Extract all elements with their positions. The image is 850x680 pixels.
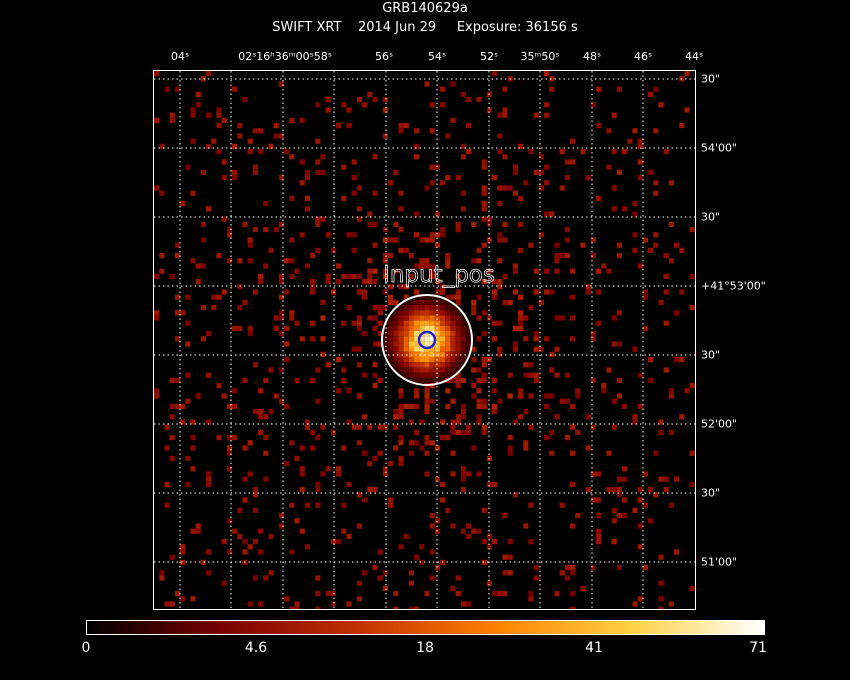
colorbar-tick-label: 41 xyxy=(585,640,603,656)
xray-image-panel: Input_pos xyxy=(153,70,696,610)
dec-tick-label: 30" xyxy=(701,72,721,86)
source-region-circle xyxy=(381,294,473,386)
dec-tick-label: 30" xyxy=(701,210,721,224)
ra-tick-label: 44ˢ xyxy=(684,50,704,63)
obs-date: 2014 Jun 29 xyxy=(357,20,437,35)
dec-tick-label: 30" xyxy=(701,486,721,500)
dec-tick-label: 52'00" xyxy=(701,417,738,431)
colorbar-tick-label: 4.6 xyxy=(244,640,268,656)
dec-tick-label: 30" xyxy=(701,348,721,362)
observation-info: SWIFT XRT 2014 Jun 29 Exposure: 36156 s xyxy=(0,20,850,35)
ra-tick-label: 35ᵐ50ˢ xyxy=(520,50,560,63)
dec-tick-label: 54'00" xyxy=(701,141,738,155)
colorbar-tick-label: 0 xyxy=(81,640,91,656)
dec-tick-label: 51'00" xyxy=(701,555,738,569)
ra-tick-label: 02ˢ16ʰ36ᵐ00ˢ58ˢ xyxy=(238,50,332,63)
dec-tick-label: +41°53'00" xyxy=(701,279,766,293)
source-label: Input_pos xyxy=(383,262,495,288)
colorbar xyxy=(86,620,765,635)
photon-pixels xyxy=(154,71,695,609)
position-marker xyxy=(417,330,437,350)
colorbar-tick-label: 18 xyxy=(416,640,434,656)
instrument: SWIFT XRT xyxy=(272,20,342,35)
ra-tick-label: 46ˢ xyxy=(633,50,653,63)
ra-tick-label: 54ˢ xyxy=(427,50,447,63)
colorbar-tick-label: 71 xyxy=(749,640,767,656)
coordinate-grid xyxy=(154,71,695,609)
ra-tick-label: 52ˢ xyxy=(479,50,499,63)
ra-tick-label: 04ˢ xyxy=(170,50,190,63)
exposure: Exposure: 36156 s xyxy=(456,20,578,35)
ra-tick-label: 48ˢ xyxy=(582,50,602,63)
target-name: GRB140629a xyxy=(382,1,468,16)
xray-image: Input_pos xyxy=(154,71,695,609)
ra-tick-label: 56ˢ xyxy=(374,50,394,63)
